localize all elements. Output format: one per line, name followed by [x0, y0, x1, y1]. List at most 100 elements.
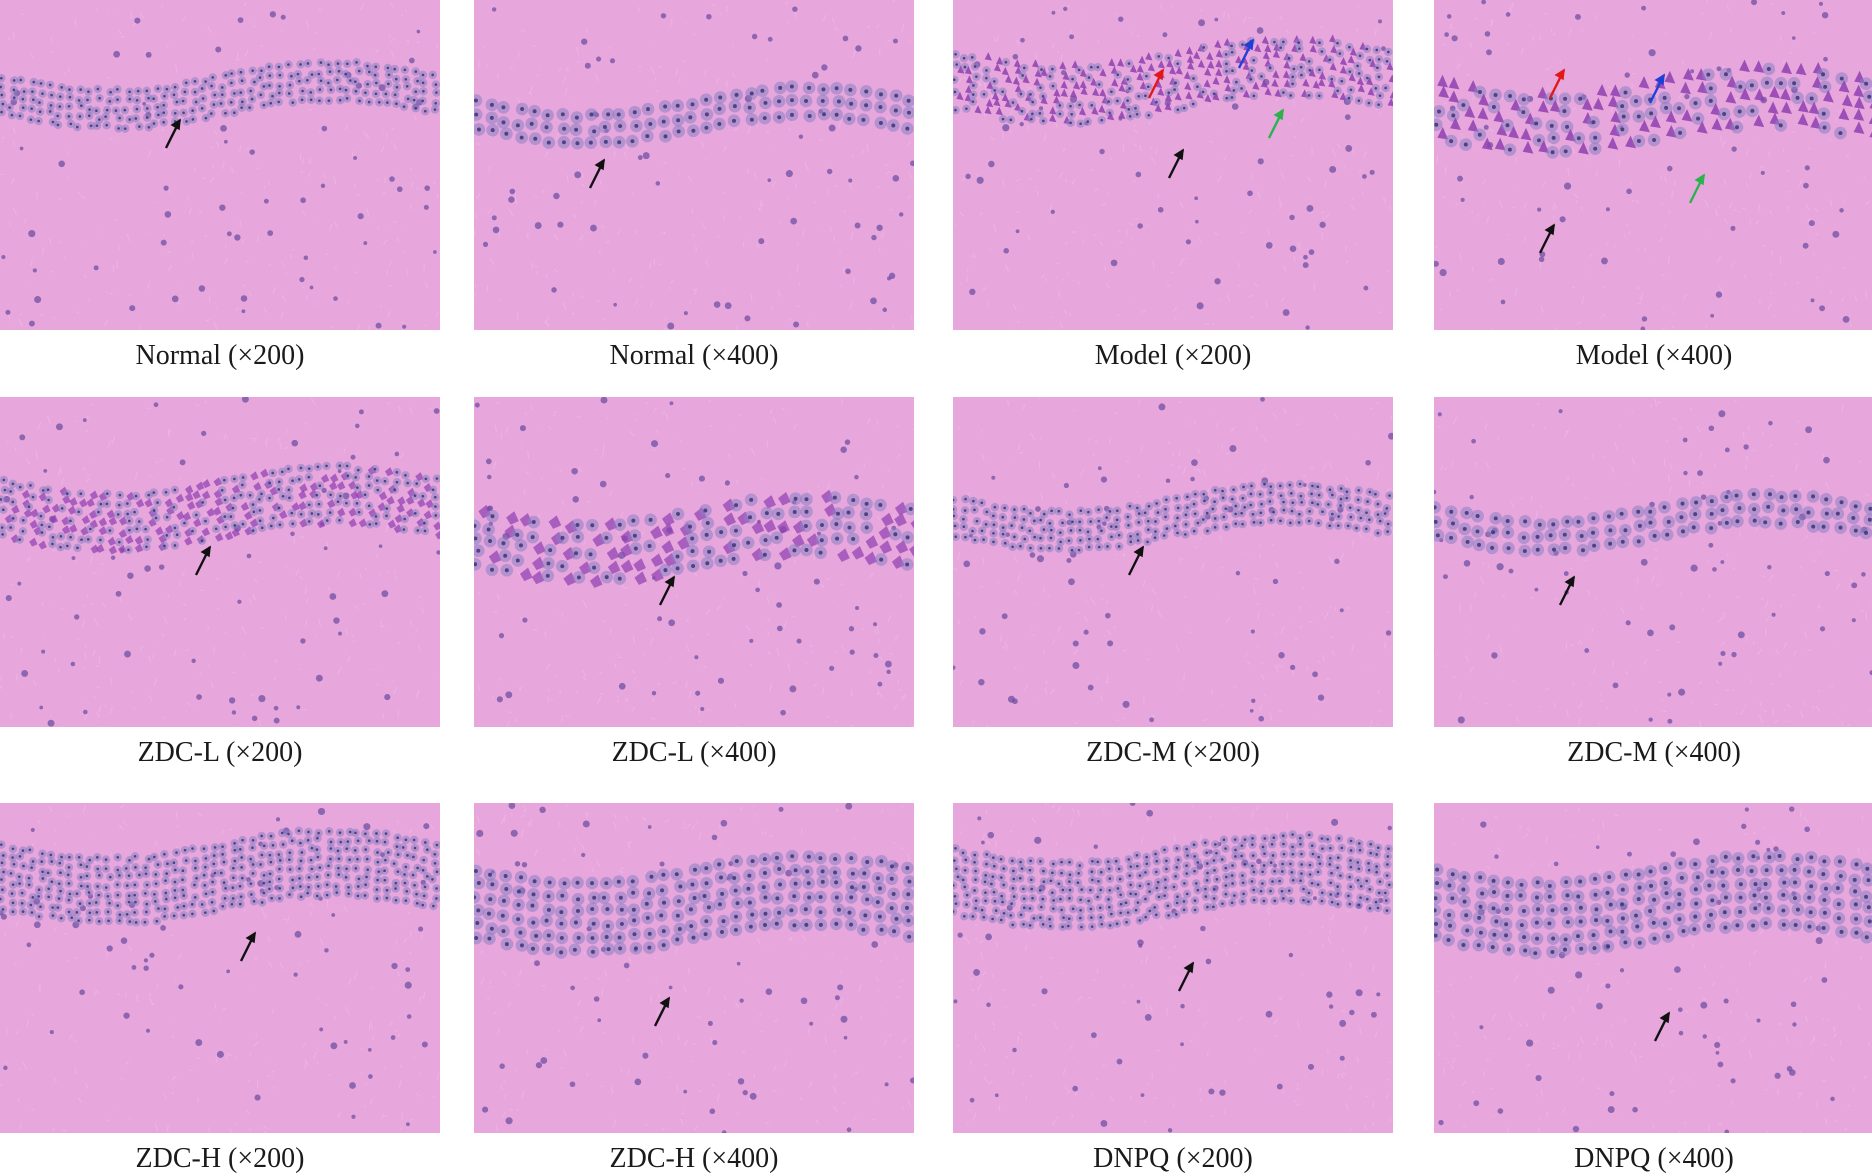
- nucleolus: [1042, 120, 1045, 123]
- nucleolus: [719, 530, 723, 534]
- nucleolus: [748, 106, 752, 110]
- nucleolus: [221, 489, 224, 492]
- nucleolus: [502, 120, 506, 124]
- scattered-nucleus: [571, 468, 578, 475]
- nucleolus: [1088, 76, 1091, 79]
- tissue-fiber: [105, 705, 106, 707]
- nucleolus: [1058, 547, 1061, 550]
- nucleolus: [501, 105, 505, 109]
- scattered-nucleus: [845, 269, 851, 275]
- scattered-nucleus: [1158, 207, 1164, 213]
- nucleolus: [2, 479, 5, 482]
- tissue-fiber: [1046, 681, 1047, 685]
- nucleolus: [864, 512, 868, 516]
- nucleolus: [393, 488, 396, 491]
- nucleolus: [434, 102, 437, 105]
- nucleolus: [364, 91, 367, 94]
- nucleolus: [290, 75, 293, 78]
- nucleolus: [1002, 533, 1005, 536]
- nucleolus: [663, 568, 667, 572]
- nucleolus: [1321, 510, 1324, 513]
- nucleolus: [1126, 99, 1129, 102]
- tissue-fiber: [1509, 705, 1512, 706]
- tissue-fiber: [1, 174, 4, 175]
- nucleolus: [1249, 78, 1252, 81]
- nucleolus: [1349, 70, 1352, 73]
- tissue-fiber: [11, 636, 14, 637]
- nucleolus: [515, 533, 519, 537]
- nucleolus: [260, 493, 263, 496]
- nucleolus: [1317, 485, 1320, 488]
- nucleolus: [993, 89, 996, 92]
- nucleolus: [574, 128, 578, 132]
- tissue-fiber: [982, 73, 983, 74]
- scattered-nucleus: [124, 651, 131, 658]
- scattered-nucleus: [71, 662, 76, 667]
- nucleolus: [805, 510, 809, 514]
- scattered-nucleus: [497, 696, 503, 702]
- nucleolus: [879, 121, 883, 125]
- nucleolus: [749, 498, 753, 502]
- nucleolus: [1282, 501, 1285, 504]
- nucleolus: [1336, 42, 1339, 45]
- scattered-nucleus: [475, 403, 480, 408]
- nucleolus: [1282, 91, 1285, 94]
- nucleolus: [1001, 90, 1004, 93]
- nucleolus: [706, 521, 710, 525]
- scattered-nucleus: [1717, 66, 1722, 71]
- nucleolus: [1318, 68, 1321, 71]
- tissue-fiber: [554, 614, 555, 615]
- tissue-fiber: [980, 586, 983, 587]
- nucleolus: [413, 99, 416, 102]
- nucleolus: [157, 87, 160, 90]
- nucleolus: [1649, 111, 1653, 115]
- nucleolus: [1308, 60, 1311, 63]
- scattered-nucleus: [281, 15, 286, 20]
- tissue-fiber: [842, 399, 843, 405]
- nucleolus: [974, 65, 977, 68]
- tissue-fiber: [1718, 206, 1720, 207]
- nucleolus: [1148, 505, 1151, 508]
- scattered-nucleus: [1073, 640, 1079, 646]
- scattered-nucleus: [1781, 11, 1785, 15]
- nucleolus: [376, 489, 379, 492]
- nucleolus: [1298, 47, 1301, 50]
- nucleolus: [790, 85, 794, 89]
- nucleolus: [1021, 526, 1024, 529]
- nucleolus: [1068, 513, 1071, 516]
- nucleolus: [375, 522, 378, 525]
- nucleolus: [1197, 522, 1200, 525]
- nucleolus: [1029, 512, 1032, 515]
- panel-zdcl-400: ZDC-L (×400): [474, 397, 914, 770]
- scattered-nucleus: [1822, 12, 1828, 18]
- tissue-fiber: [1786, 721, 1787, 722]
- nucleolus: [49, 84, 52, 87]
- nucleolus: [1079, 122, 1082, 125]
- tissue-fiber: [517, 313, 518, 320]
- tissue-fiber: [519, 229, 520, 230]
- nucleolus: [1250, 493, 1253, 496]
- scattered-nucleus: [300, 638, 305, 643]
- scattered-nucleus: [508, 196, 514, 202]
- scattered-nucleus: [333, 617, 339, 623]
- nucleolus: [57, 124, 60, 127]
- nucleolus: [368, 101, 371, 104]
- scattered-nucleus: [855, 45, 861, 51]
- nucleolus: [299, 63, 302, 66]
- tissue-fiber: [344, 653, 346, 654]
- tissue-fiber: [97, 8, 98, 11]
- panel-zdcl-200: ZDC-L (×200): [0, 397, 440, 770]
- nucleolus: [185, 120, 188, 123]
- scattered-nucleus: [758, 238, 764, 244]
- nucleolus: [1023, 518, 1026, 521]
- nucleolus: [777, 99, 781, 103]
- nucleolus: [1183, 107, 1186, 110]
- nucleolus: [1030, 118, 1033, 121]
- scattered-nucleus: [661, 13, 666, 18]
- nucleolus: [1225, 70, 1228, 73]
- nucleolus: [1039, 112, 1042, 115]
- scattered-nucleus: [424, 185, 430, 191]
- nucleolus: [268, 84, 271, 87]
- tissue-fiber: [106, 292, 108, 293]
- nucleolus: [1298, 521, 1301, 524]
